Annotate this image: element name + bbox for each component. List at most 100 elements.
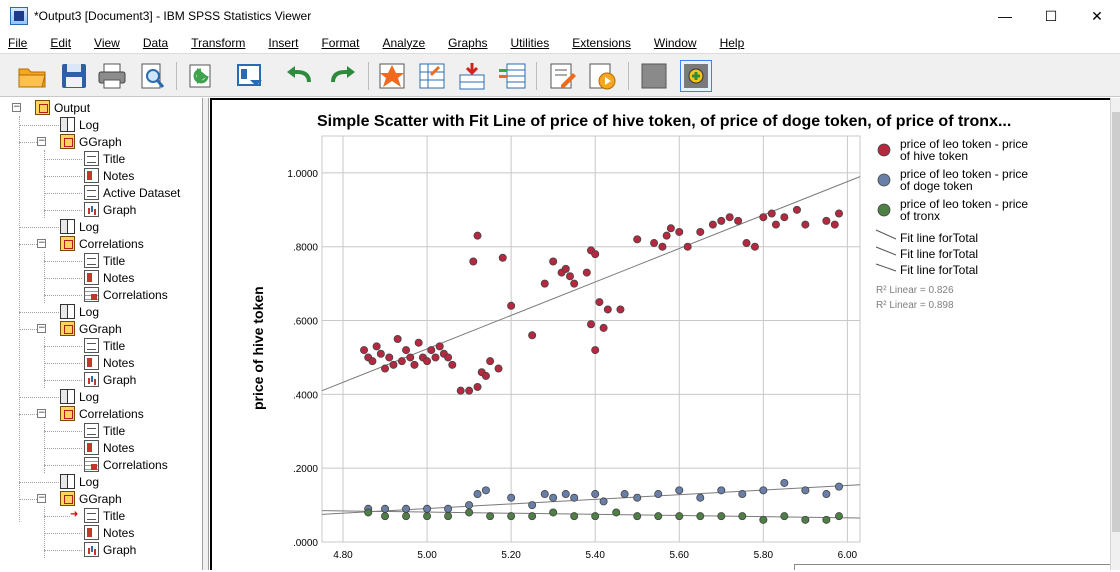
vertical-scrollbar[interactable] <box>1110 98 1120 570</box>
tree-item-title[interactable]: Title <box>84 422 125 439</box>
maximize-button[interactable]: ☐ <box>1044 7 1058 24</box>
open-icon[interactable] <box>16 60 48 92</box>
data-point <box>834 209 843 218</box>
tree-item-title[interactable]: Title <box>84 252 125 269</box>
menu-extensions[interactable]: Extensions <box>572 35 631 50</box>
data-point <box>570 279 579 288</box>
menu-file[interactable]: File <box>8 35 28 50</box>
scrollbar-thumb[interactable] <box>1112 112 1120 532</box>
tree-item-label: Correlations <box>103 457 168 472</box>
pane-splitter[interactable] <box>203 98 209 570</box>
tree-item-correlations-table[interactable]: Correlations <box>84 456 168 473</box>
data-point <box>603 305 612 314</box>
tree-item-title[interactable]: Title <box>84 337 125 354</box>
tree-item-correlations-table[interactable]: Correlations <box>84 286 168 303</box>
edit-syntax-icon[interactable] <box>546 60 578 92</box>
goto-variable-icon[interactable] <box>416 60 448 92</box>
tree-item-active-dataset[interactable]: Active Dataset <box>84 184 180 201</box>
data-point <box>423 512 432 521</box>
tree-item-title[interactable]: Title <box>84 150 125 167</box>
menu-utilities[interactable]: Utilities <box>510 35 550 50</box>
log-icon <box>60 219 75 234</box>
data-point <box>666 224 675 233</box>
tree-item-notes[interactable]: Notes <box>84 269 134 286</box>
variables-icon[interactable] <box>496 60 528 92</box>
table-icon <box>84 457 99 472</box>
output-navigator: − Output Log − GGraph Title Notes Active… <box>0 98 203 570</box>
tree-item-ggraph[interactable]: GGraph <box>60 133 122 150</box>
tree-item-notes[interactable]: Notes <box>84 354 134 371</box>
chart-frame[interactable]: Simple Scatter with Fit Line of price of… <box>210 98 1110 570</box>
data-point <box>780 512 789 521</box>
data-point <box>444 504 453 513</box>
expander-output[interactable]: − <box>12 102 21 112</box>
undo-icon[interactable] <box>284 60 316 92</box>
output-content-pane: Simple Scatter with Fit Line of price of… <box>210 98 1120 570</box>
print-icon[interactable] <box>96 60 128 92</box>
close-button[interactable]: ✕ <box>1091 7 1103 24</box>
recall-dialog-icon[interactable] <box>234 60 266 92</box>
data-point <box>570 512 579 521</box>
tree-item-ggraph[interactable]: GGraph <box>60 490 122 507</box>
title-bar: *Output3 [Document3] - IBM SPSS Statisti… <box>0 0 1120 32</box>
menu-help[interactable]: Help <box>719 35 745 50</box>
tree-item-notes[interactable]: Notes <box>84 439 134 456</box>
data-point <box>717 486 726 495</box>
designate-window-icon[interactable] <box>638 60 670 92</box>
data-point <box>792 205 801 214</box>
menu-data[interactable]: Data <box>142 35 169 50</box>
menu-transform[interactable]: Transform <box>191 35 246 50</box>
menu-graphs[interactable]: Graphs <box>448 35 488 50</box>
data-point <box>599 323 608 332</box>
tree-item-output[interactable]: Output <box>35 99 90 116</box>
minimize-button[interactable]: — <box>998 8 1012 24</box>
menu-view[interactable]: View <box>94 35 120 50</box>
export-icon[interactable] <box>186 60 218 92</box>
data-point <box>528 501 537 510</box>
tree-item-log[interactable]: Log <box>60 116 99 133</box>
insert-cases-icon[interactable] <box>456 60 488 92</box>
tree-item-log[interactable]: Log <box>60 218 99 235</box>
expander-correlations[interactable]: − <box>37 238 46 248</box>
menu-edit[interactable]: Edit <box>50 35 72 50</box>
data-point <box>780 213 789 222</box>
y-tick-label: .6000 <box>293 317 318 328</box>
menu-format[interactable]: Format <box>321 35 360 50</box>
menu-analyze[interactable]: Analyze <box>382 35 426 50</box>
goto-case-icon[interactable] <box>376 60 408 92</box>
data-point <box>381 512 390 521</box>
expander-ggraph[interactable]: − <box>37 493 46 503</box>
tree-item-graph[interactable]: Graph <box>84 371 136 388</box>
expander-correlations[interactable]: − <box>37 408 46 418</box>
log-icon <box>60 304 75 319</box>
menu-insert[interactable]: Insert <box>268 35 299 50</box>
x-tick-label: 6.00 <box>838 550 858 561</box>
tree-item-graph[interactable]: Graph <box>84 541 136 558</box>
y-tick-label: .8000 <box>293 243 318 254</box>
tree-item-log[interactable]: Log <box>60 303 99 320</box>
print-preview-icon[interactable] <box>136 60 168 92</box>
expander-ggraph[interactable]: − <box>37 323 46 333</box>
expander-ggraph[interactable]: − <box>37 136 46 146</box>
tree-item-correlations[interactable]: Correlations <box>60 405 144 422</box>
legend-swatch <box>877 173 891 187</box>
tree-item-ggraph[interactable]: GGraph <box>60 320 122 337</box>
run-script-icon[interactable] <box>586 60 618 92</box>
add-output-icon[interactable] <box>680 60 712 92</box>
title-icon <box>84 151 99 166</box>
tree-item-graph[interactable]: Graph <box>84 201 136 218</box>
tree-item-log[interactable]: Log <box>60 473 99 490</box>
save-icon[interactable] <box>58 60 90 92</box>
data-point <box>406 353 415 362</box>
data-point <box>469 257 478 266</box>
tree-item-log[interactable]: Log <box>60 388 99 405</box>
tree-item-notes[interactable]: Notes <box>84 524 134 541</box>
output-icon <box>60 321 75 336</box>
tree-item-correlations[interactable]: Correlations <box>60 235 144 252</box>
redo-icon[interactable] <box>326 60 358 92</box>
tree-item-notes[interactable]: Notes <box>84 167 134 184</box>
tree-item-label: Graph <box>103 372 137 387</box>
menu-window[interactable]: Window <box>653 35 697 50</box>
x-tick-label: 5.40 <box>585 550 605 561</box>
tree-item-title-current[interactable]: Title <box>84 507 125 524</box>
